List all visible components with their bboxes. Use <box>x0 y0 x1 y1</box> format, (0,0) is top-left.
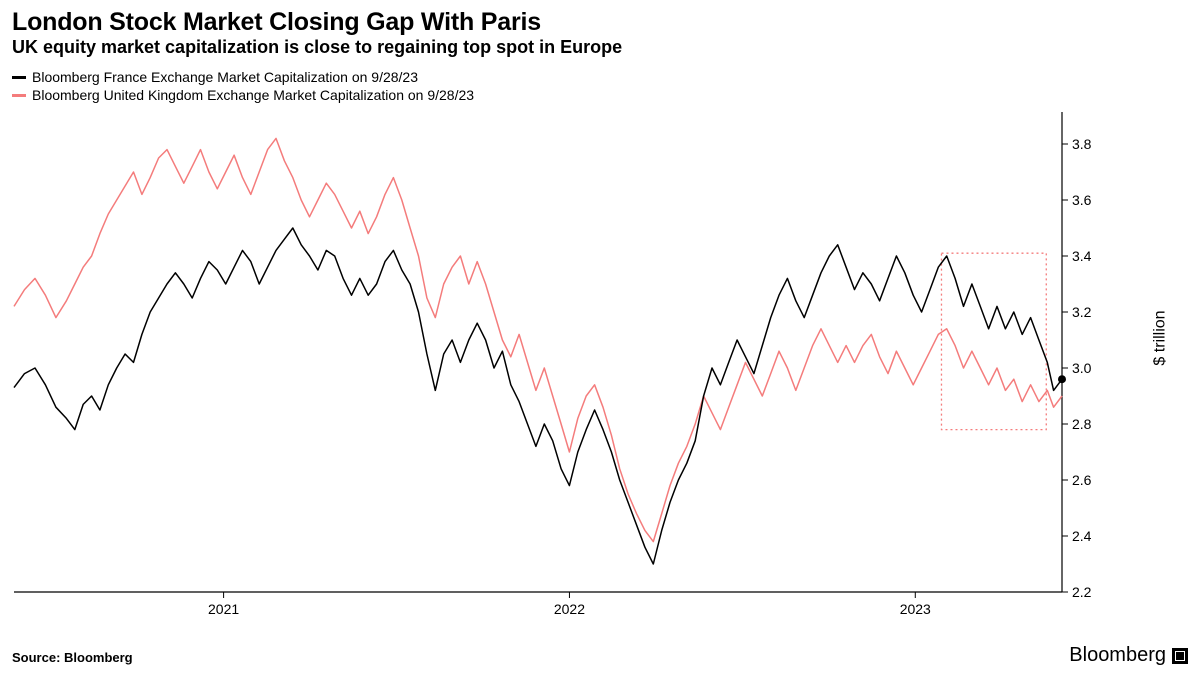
source-text: Source: Bloomberg <box>12 650 133 665</box>
y-axis-label: $ trillion <box>1151 310 1169 365</box>
svg-text:2.8: 2.8 <box>1072 416 1092 432</box>
svg-text:2023: 2023 <box>900 601 931 617</box>
svg-text:3.2: 3.2 <box>1072 304 1092 320</box>
line-chart: 2.2 2.4 2.6 2.8 3.0 3.2 3.4 3.6 3.8 2021 2022 2023 <box>12 110 1122 620</box>
svg-text:2.2: 2.2 <box>1072 584 1092 600</box>
chart-subtitle: UK equity market capitalization is close… <box>0 37 1200 64</box>
brand-text: Bloomberg <box>1069 644 1166 667</box>
legend-label-uk: Bloomberg United Kingdom Exchange Market… <box>32 86 474 104</box>
svg-text:3.4: 3.4 <box>1072 248 1092 264</box>
legend-swatch-uk <box>12 94 26 97</box>
svg-text:2021: 2021 <box>208 601 239 617</box>
chart-area: 2.2 2.4 2.6 2.8 3.0 3.2 3.4 3.6 3.8 2021 2022 2023 <box>12 110 1122 620</box>
svg-text:2.6: 2.6 <box>1072 472 1092 488</box>
svg-text:3.8: 3.8 <box>1072 136 1092 152</box>
legend-label-france: Bloomberg France Exchange Market Capital… <box>32 68 418 86</box>
brand-icon <box>1172 648 1188 664</box>
svg-text:2.4: 2.4 <box>1072 528 1092 544</box>
legend: Bloomberg France Exchange Market Capital… <box>0 64 1200 106</box>
svg-text:2022: 2022 <box>554 601 585 617</box>
svg-text:3.6: 3.6 <box>1072 192 1092 208</box>
legend-swatch-france <box>12 76 26 79</box>
svg-text:3.0: 3.0 <box>1072 360 1092 376</box>
legend-item-uk: Bloomberg United Kingdom Exchange Market… <box>12 86 1188 104</box>
brand-logo: Bloomberg <box>1069 644 1188 667</box>
chart-title: London Stock Market Closing Gap With Par… <box>0 0 1200 37</box>
legend-item-france: Bloomberg France Exchange Market Capital… <box>12 68 1188 86</box>
